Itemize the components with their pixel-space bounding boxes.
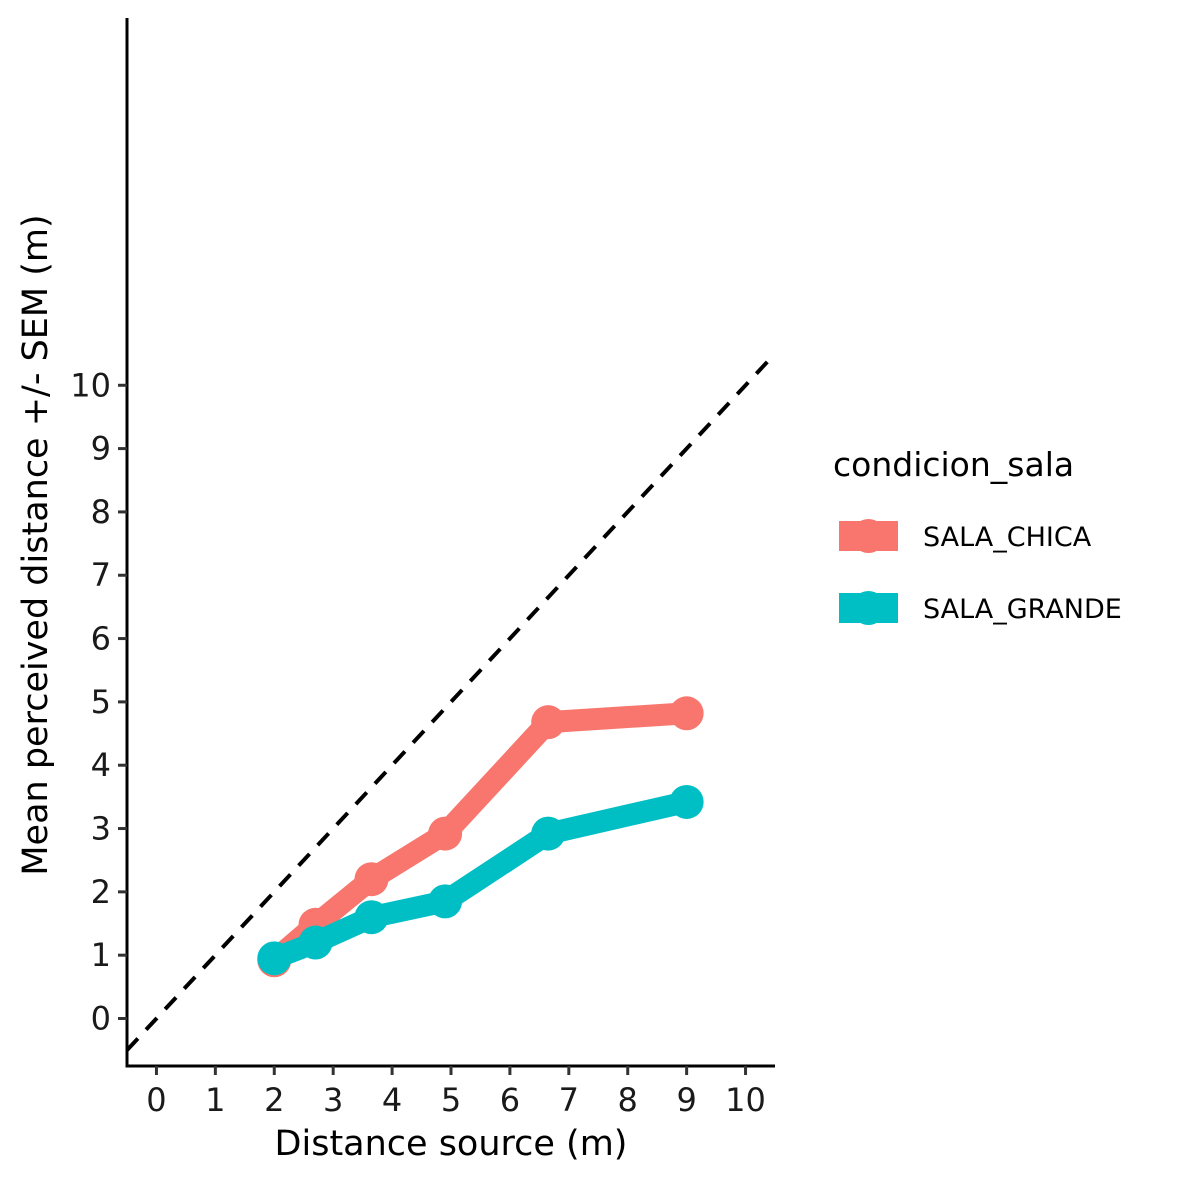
x-tick-label: 7 [559, 1081, 579, 1119]
reference-line-layer [125, 352, 777, 1052]
y-tick-label: 2 [91, 873, 111, 911]
y-axis-title: Mean perceived distance +/- SEM (m) [16, 214, 56, 875]
legend-items: SALA_CHICA SALA_GRANDE [839, 519, 1122, 625]
data-point-sala-chica [669, 696, 704, 731]
x-tick-label: 4 [382, 1081, 402, 1119]
legend-key-point [851, 591, 886, 625]
y-tick-label: 4 [91, 746, 111, 784]
legend-key-point [851, 519, 886, 553]
x-tick-label: 1 [205, 1081, 225, 1119]
y-tick-label: 5 [91, 683, 111, 721]
legend-item-sala-chica: SALA_CHICA [839, 519, 1092, 553]
legend-title: condicion_sala [833, 445, 1074, 484]
x-tick-label: 8 [618, 1081, 638, 1119]
data-point-sala-chica [354, 862, 389, 897]
data-point-sala-grande [531, 816, 566, 851]
x-tick-label: 10 [725, 1081, 766, 1119]
y-tick-label: 8 [91, 493, 111, 531]
x-tick-label: 6 [500, 1081, 520, 1119]
y-tick-label: 10 [70, 366, 111, 404]
x-tick-label: 2 [264, 1081, 284, 1119]
legend-label: SALA_GRANDE [923, 594, 1122, 625]
data-point-sala-chica [428, 816, 463, 851]
data-point-sala-grande [669, 784, 704, 819]
data-point-sala-grande [428, 884, 463, 919]
y-tick-label: 6 [91, 620, 111, 658]
reference-dashed-line [125, 352, 777, 1052]
y-tick-label: 1 [91, 936, 111, 974]
legend-label: SALA_CHICA [923, 522, 1092, 553]
legend-item-sala-grande: SALA_GRANDE [839, 591, 1122, 625]
x-tick-label: 0 [146, 1081, 166, 1119]
x-tick-label: 3 [323, 1081, 343, 1119]
data-point-sala-grande [298, 925, 333, 960]
x-tick-label: 5 [441, 1081, 461, 1119]
y-tick-label: 3 [91, 810, 111, 848]
y-tick-label: 7 [91, 556, 111, 594]
x-axis-title: Distance source (m) [275, 1124, 628, 1164]
series-layer [257, 696, 704, 978]
data-point-sala-grande [257, 941, 292, 976]
x-ticks: 0 1 2 3 4 5 6 7 8 9 10 [146, 1066, 766, 1119]
legend: condicion_sala SALA_CHICA SALA_GRANDE [833, 445, 1122, 625]
y-tick-label: 9 [91, 430, 111, 468]
data-point-sala-grande [354, 900, 389, 935]
x-tick-label: 9 [676, 1081, 696, 1119]
y-tick-label: 0 [91, 1000, 111, 1038]
y-ticks: 0 1 2 3 4 5 6 7 8 9 10 [70, 366, 127, 1038]
data-point-sala-chica [531, 705, 566, 740]
series-line-sala-grande [263, 790, 698, 970]
